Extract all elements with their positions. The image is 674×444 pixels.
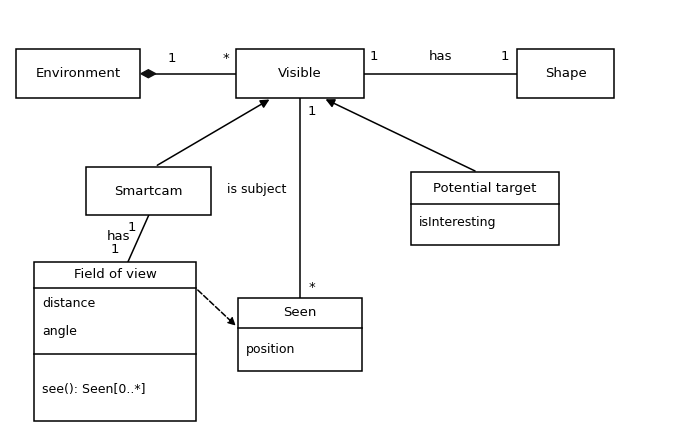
Text: 1: 1 bbox=[111, 243, 119, 256]
Text: Seen: Seen bbox=[283, 306, 317, 319]
Text: position: position bbox=[246, 343, 295, 356]
Bar bbox=[411, 172, 559, 245]
Bar bbox=[16, 49, 140, 98]
Polygon shape bbox=[141, 70, 156, 78]
Bar bbox=[34, 262, 195, 421]
Bar bbox=[238, 298, 362, 371]
Text: Environment: Environment bbox=[36, 67, 121, 80]
Text: 1: 1 bbox=[370, 51, 378, 63]
Text: 1: 1 bbox=[501, 51, 509, 63]
Text: distance: distance bbox=[42, 297, 96, 310]
Text: 1: 1 bbox=[127, 221, 136, 234]
Text: Visible: Visible bbox=[278, 67, 322, 80]
Text: Smartcam: Smartcam bbox=[115, 185, 183, 198]
Text: has: has bbox=[106, 230, 130, 243]
Text: 1: 1 bbox=[308, 105, 316, 118]
Text: *: * bbox=[222, 52, 229, 65]
Text: *: * bbox=[309, 281, 315, 294]
Text: is subject: is subject bbox=[226, 183, 286, 196]
Text: Potential target: Potential target bbox=[433, 182, 537, 195]
Text: isInteresting: isInteresting bbox=[419, 216, 497, 229]
Text: see(): Seen[0..*]: see(): Seen[0..*] bbox=[42, 383, 146, 396]
Text: has: has bbox=[429, 51, 452, 63]
Bar bbox=[517, 49, 615, 98]
Text: angle: angle bbox=[42, 325, 78, 337]
Text: Shape: Shape bbox=[545, 67, 586, 80]
Text: Field of view: Field of view bbox=[73, 269, 156, 281]
Text: 1: 1 bbox=[168, 52, 176, 65]
Bar bbox=[86, 166, 211, 215]
Bar bbox=[236, 49, 364, 98]
